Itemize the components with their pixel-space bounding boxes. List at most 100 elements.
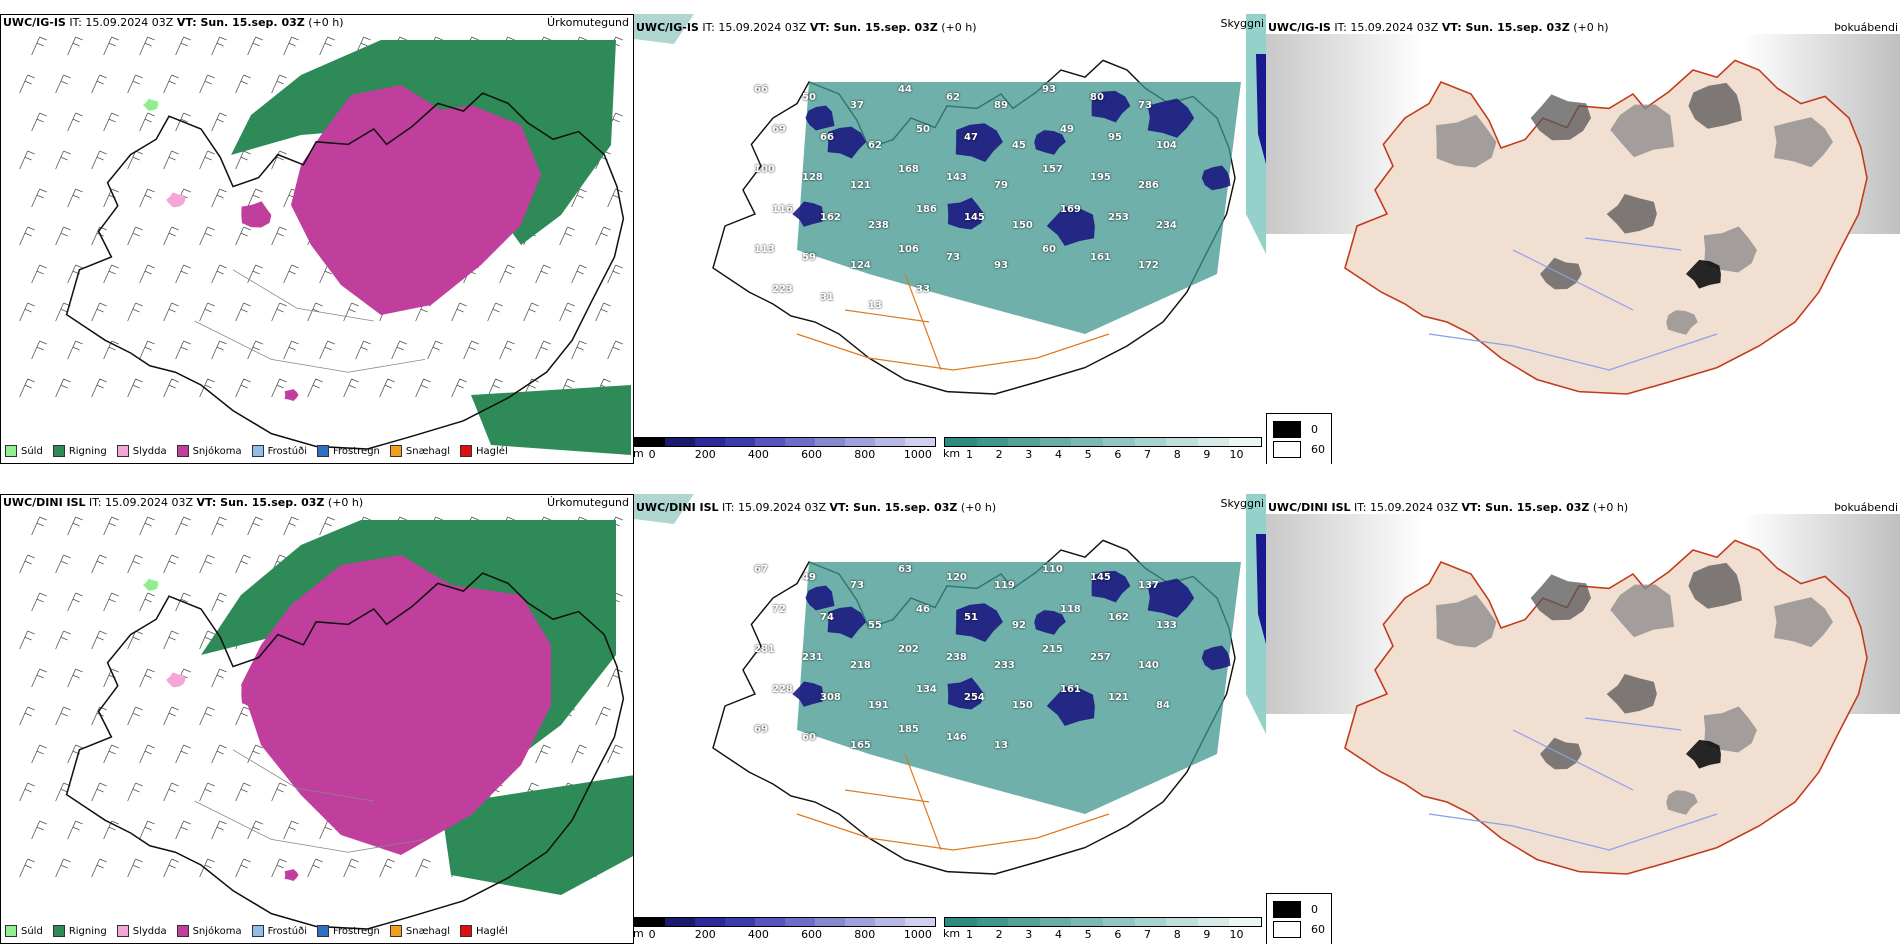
sleet-patch — [166, 672, 186, 688]
panel-title: Þokuábendi — [1834, 21, 1898, 34]
wind-barb — [175, 264, 191, 284]
wind-barb — [55, 378, 71, 398]
iceland-outline — [65, 92, 625, 450]
wind-barb — [235, 302, 251, 322]
model-name: UWC/DINI ISL — [3, 496, 86, 509]
colorbar-cell — [875, 918, 905, 926]
wind-barb — [139, 592, 155, 612]
low-visibility-cell — [1091, 570, 1131, 603]
sleet-patch — [166, 192, 186, 208]
fog-index-area — [1666, 790, 1698, 815]
colorbar-tick: 3 — [1025, 448, 1033, 461]
wind-barb — [415, 378, 431, 398]
colorbar-cell — [785, 438, 815, 446]
visibility-value-label: 186 — [916, 204, 937, 215]
visibility-value-label: 185 — [898, 724, 919, 735]
iceland-outline — [1344, 59, 1868, 395]
visibility-value-label: 253 — [1108, 212, 1129, 223]
visibility-value-label: 72 — [772, 604, 786, 615]
low-visibility-cell — [1034, 610, 1066, 635]
legend-label: Snjókoma — [192, 925, 242, 937]
sea-shading-nw — [634, 494, 694, 524]
colorbar-cell — [665, 438, 695, 446]
colorbar-cell — [845, 918, 875, 926]
legend-swatch — [317, 445, 329, 457]
colorbar-tick: 3 — [1025, 928, 1033, 941]
init-time: IT: 15.09.2024 03Z — [1354, 501, 1459, 514]
colorbar-tick: 800 — [854, 448, 876, 461]
wind-barb — [487, 302, 503, 322]
visibility-value-label: 145 — [964, 212, 985, 223]
wind-barb — [175, 112, 191, 132]
colorbar-tick: 6 — [1114, 928, 1122, 941]
fog-legend: 0 60 — [1266, 893, 1332, 944]
colorbar-cell — [945, 918, 977, 926]
iceland-outline — [712, 59, 1241, 395]
colorbar-unit: km — [943, 927, 961, 940]
visibility-value-label: 195 — [1090, 172, 1111, 183]
panel-title: Skyggni — [1220, 497, 1264, 510]
wind-barb — [31, 668, 47, 688]
visibility-value-label: 89 — [994, 100, 1008, 111]
init-time: IT: 15.09.2024 03Z — [89, 496, 194, 509]
visibility-value-label: 95 — [1108, 132, 1122, 143]
wind-barb — [235, 74, 251, 94]
legend-item: Frostúði — [251, 445, 307, 457]
wind-barb — [139, 340, 155, 360]
colorbar-cell — [976, 918, 1009, 926]
visibility-value-label: 116 — [772, 204, 793, 215]
visibility-value-label: 234 — [1156, 220, 1177, 231]
fog-index-area — [1610, 104, 1675, 158]
wind-barb — [31, 36, 47, 56]
precip-map — [19, 36, 631, 455]
wind-barb — [571, 340, 587, 360]
colorbar-tick: 8 — [1173, 448, 1181, 461]
visibility-km-colorbar: km 1 2 3 4 5 6 7 8 9 10 — [943, 437, 1262, 461]
legend-swatch — [317, 925, 329, 937]
legend-item: Frostúði — [251, 925, 307, 937]
wind-barb — [211, 340, 227, 360]
colorbar-tick: 8 — [1173, 928, 1181, 941]
wind-barb — [19, 706, 35, 726]
fog-legend-label: 0 — [1311, 902, 1318, 916]
colorbar-tick: 5 — [1084, 928, 1092, 941]
visibility-value-label: 37 — [850, 100, 864, 111]
legend-swatch — [116, 925, 129, 937]
visibility-value-label: 168 — [898, 164, 919, 175]
wind-barb — [571, 744, 587, 764]
visibility-m-colorbar: m 0 200 400 600 800 1000 — [634, 917, 936, 941]
wind-barb — [355, 340, 371, 360]
visibility-value-label: 124 — [850, 260, 871, 271]
wind-barb — [595, 226, 611, 246]
precip-type-panel-dini: UWC/DINI ISL IT: 15.09.2024 03Z VT: Sun.… — [0, 494, 634, 944]
legend-item: Slydda — [116, 445, 167, 457]
fog-index-area — [1435, 114, 1497, 168]
wind-barb — [91, 630, 107, 650]
visibility-value-label: 50 — [802, 92, 816, 103]
colorbar-cell — [905, 438, 935, 446]
colorbar-cell — [1102, 918, 1135, 926]
wind-barb — [127, 858, 143, 878]
wind-barb — [271, 782, 287, 802]
wind-barb — [175, 592, 191, 612]
colorbar-cell — [845, 438, 875, 446]
colorbar-cell — [1229, 438, 1261, 446]
wind-barb — [139, 188, 155, 208]
visibility-value-label: 120 — [946, 572, 967, 583]
wind-barb — [175, 820, 191, 840]
wind-barb — [139, 36, 155, 56]
colorbar-cell — [905, 918, 935, 926]
colorbar-tick: 9 — [1203, 928, 1211, 941]
legend-item: Súld — [5, 925, 43, 937]
wind-barb — [163, 782, 179, 802]
visibility-value-label: 118 — [1060, 604, 1081, 615]
wind-barb — [247, 744, 263, 764]
fog-legend-label: 0 — [1311, 422, 1318, 436]
fog-legend-row: 0 — [1273, 419, 1325, 439]
low-visibility-cell — [1091, 90, 1131, 123]
visibility-value-label: 13 — [994, 740, 1008, 751]
wind-barb — [31, 592, 47, 612]
wind-barb — [175, 340, 191, 360]
wind-barb — [55, 150, 71, 170]
visibility-value-label: 46 — [916, 604, 930, 615]
